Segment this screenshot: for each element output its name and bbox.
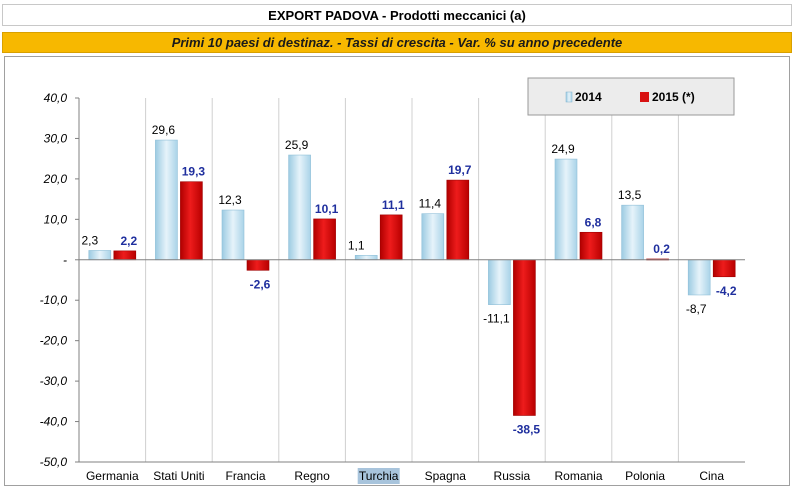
data-label-2015: 11,1 [382,198,405,212]
bar-2015-romania [579,231,603,261]
category-label: Romania [554,469,602,483]
y-tick-label: -50,0 [40,455,68,469]
data-label-2014: 1,1 [348,238,365,252]
bar-2015-spagna [446,179,470,261]
data-label-2015: 19,3 [182,165,206,179]
chart-subtitle: Primi 10 paesi di destinaz. - Tassi di c… [2,32,792,53]
data-label-2014: -8,7 [686,302,707,316]
y-tick-label: 40,0 [44,91,68,105]
bar-2014-russia [488,259,511,305]
y-tick-label: -30,0 [40,374,68,388]
category-label: Cina [699,469,724,483]
bar-2014-turchia [354,255,378,261]
category-label: Russia [494,469,531,483]
legend-label-2014: 2014 [575,90,602,104]
legend-box [527,77,735,116]
category-label: Germania [86,469,139,483]
y-tick-label: -20,0 [40,334,68,348]
data-label-2015: -38,5 [513,422,541,436]
data-label-2014: 25,9 [285,138,309,152]
bar-2015-cina [712,259,736,278]
bar-2015-regno [313,218,336,261]
bar-2014-regno [288,154,311,261]
y-tick-label: -40,0 [40,415,68,429]
bar-2014-spagna [421,213,445,261]
bar-2015-stati-uniti [180,181,203,261]
data-label-2014: 13,5 [618,188,642,202]
grid-layer [145,98,679,462]
y-tick-label: 10,0 [44,212,68,226]
data-label-2015: 2,2 [120,234,137,248]
legend-label-2015: 2015 (*) [652,90,695,104]
chart-frame [4,56,790,486]
bar-2015-germania [113,250,137,261]
bar-2014-romania [554,158,578,261]
bar-2014-stati-uniti [155,139,178,261]
y-tick-label: - [63,253,67,267]
category-label: Spagna [425,469,467,483]
bar-2014-francia [221,209,245,261]
data-label-2014: -11,1 [483,312,510,326]
data-label-2014: 12,3 [218,193,242,207]
bar-2014-polonia [621,204,644,261]
category-label: Turchia [359,469,399,483]
bar-2015-turchia [379,214,403,261]
y-tick-label: 20,0 [43,172,68,186]
data-label-2015: 6,8 [585,215,602,229]
y-tick-label: 30,0 [44,131,68,145]
axes-layer: 40,0 30,0 20,0 10,0 - -10,0 -20,0 -30,0 -40,0 -50… [40,91,745,484]
category-label: Stati Uniti [153,469,204,483]
data-label-2015: 10,1 [315,202,339,216]
category-highlight [357,468,400,484]
category-label: Francia [225,469,265,483]
chart-title: EXPORT PADOVA - Prodotti meccanici (a) [2,4,792,26]
bar-2015-francia [246,259,270,271]
category-label: Polonia [625,469,665,483]
category-label: Regno [294,469,330,483]
bar-2015-russia [513,259,536,416]
bar-2014-cina [687,259,711,296]
data-label-2015: -4,2 [716,284,737,298]
data-label-2014: 24,9 [551,142,575,156]
legend: 2014 2015 (*) [527,77,735,116]
legend-swatch-2014 [565,91,573,103]
data-label-2014: 29,6 [152,123,176,137]
bar-2014-germania [88,250,112,261]
data-label-2014: 2,3 [81,233,98,247]
labels-layer: 2,3 2,2 29,6 19,3 12,3 -2,6 25,9 10,1 1,1 11,1 11,… [81,123,736,436]
data-label-2015: 19,7 [448,163,472,177]
data-label-2015: 0,2 [653,242,670,256]
y-tick-label: -10,0 [40,293,68,307]
data-label-2015: -2,6 [250,277,271,291]
data-label-2014: 11,4 [419,197,442,211]
bars-layer [88,139,736,416]
legend-swatch-2015 [640,92,649,102]
